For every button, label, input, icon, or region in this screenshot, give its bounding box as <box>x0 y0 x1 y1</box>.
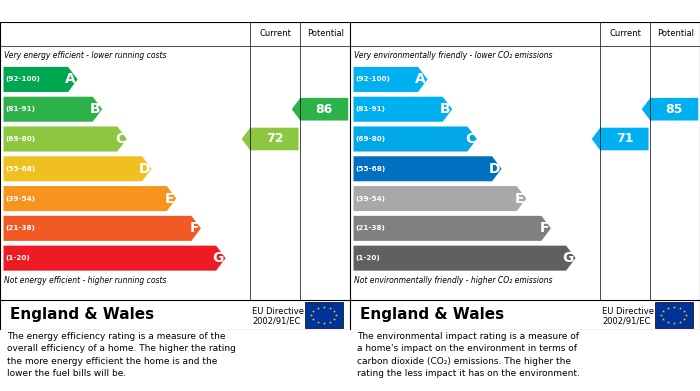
Polygon shape <box>354 186 526 211</box>
Bar <box>304 302 343 328</box>
Polygon shape <box>642 98 699 120</box>
Text: D: D <box>139 162 150 176</box>
Text: (55-68): (55-68) <box>6 166 36 172</box>
Text: 71: 71 <box>616 133 634 145</box>
Polygon shape <box>592 128 648 150</box>
Text: (1-20): (1-20) <box>6 255 30 261</box>
Text: EU Directive: EU Directive <box>252 307 304 316</box>
Text: (69-80): (69-80) <box>6 136 36 142</box>
Text: 2002/91/EC: 2002/91/EC <box>602 316 650 325</box>
Text: A: A <box>415 72 426 86</box>
Polygon shape <box>354 67 428 92</box>
Text: 2002/91/EC: 2002/91/EC <box>252 316 300 325</box>
Text: The environmental impact rating is a measure of
a home's impact on the environme: The environmental impact rating is a mea… <box>357 332 580 378</box>
Text: Potential: Potential <box>307 29 344 38</box>
Polygon shape <box>4 216 201 241</box>
Text: 86: 86 <box>316 103 333 116</box>
Text: F: F <box>540 221 549 235</box>
Polygon shape <box>354 246 575 271</box>
Polygon shape <box>292 98 349 120</box>
Text: (81-91): (81-91) <box>355 106 385 112</box>
Polygon shape <box>354 156 501 181</box>
Text: 72: 72 <box>266 133 283 145</box>
Text: England & Wales: England & Wales <box>360 307 505 323</box>
Text: (92-100): (92-100) <box>6 76 40 83</box>
Text: Potential: Potential <box>657 29 694 38</box>
Polygon shape <box>4 186 176 211</box>
Polygon shape <box>4 246 225 271</box>
Text: Current: Current <box>259 29 291 38</box>
Polygon shape <box>4 67 78 92</box>
Text: Current: Current <box>609 29 641 38</box>
Polygon shape <box>4 126 127 151</box>
Text: (81-91): (81-91) <box>6 106 35 112</box>
Text: E: E <box>165 192 174 206</box>
Text: Environmental Impact (CO₂) Rating: Environmental Impact (CO₂) Rating <box>357 5 619 18</box>
Text: D: D <box>489 162 500 176</box>
Text: Very environmentally friendly - lower CO₂ emissions: Very environmentally friendly - lower CO… <box>354 50 552 59</box>
Text: (69-80): (69-80) <box>355 136 386 142</box>
Text: C: C <box>115 132 125 146</box>
Text: (55-68): (55-68) <box>355 166 386 172</box>
Polygon shape <box>4 97 102 122</box>
Polygon shape <box>354 216 551 241</box>
Polygon shape <box>354 126 477 151</box>
Text: 85: 85 <box>666 103 683 116</box>
Text: Very energy efficient - lower running costs: Very energy efficient - lower running co… <box>4 50 166 59</box>
Text: (21-38): (21-38) <box>355 225 385 231</box>
Text: B: B <box>440 102 451 116</box>
Text: Not energy efficient - higher running costs: Not energy efficient - higher running co… <box>4 276 166 285</box>
Text: E: E <box>515 192 524 206</box>
Polygon shape <box>354 97 452 122</box>
Text: The energy efficiency rating is a measure of the
overall efficiency of a home. T: The energy efficiency rating is a measur… <box>7 332 236 378</box>
Text: G: G <box>563 251 574 265</box>
Text: A: A <box>65 72 76 86</box>
Text: C: C <box>465 132 475 146</box>
Text: Energy Efficiency Rating: Energy Efficiency Rating <box>7 5 190 18</box>
Text: EU Directive: EU Directive <box>602 307 654 316</box>
Text: England & Wales: England & Wales <box>10 307 155 323</box>
Polygon shape <box>241 128 298 150</box>
Text: Not environmentally friendly - higher CO₂ emissions: Not environmentally friendly - higher CO… <box>354 276 552 285</box>
Text: B: B <box>90 102 101 116</box>
Text: (39-54): (39-54) <box>355 196 385 202</box>
Polygon shape <box>4 156 152 181</box>
Text: (92-100): (92-100) <box>355 76 390 83</box>
Text: (1-20): (1-20) <box>355 255 380 261</box>
Text: G: G <box>213 251 224 265</box>
Bar <box>654 302 693 328</box>
Text: (39-54): (39-54) <box>6 196 35 202</box>
Text: (21-38): (21-38) <box>6 225 35 231</box>
Text: F: F <box>190 221 199 235</box>
